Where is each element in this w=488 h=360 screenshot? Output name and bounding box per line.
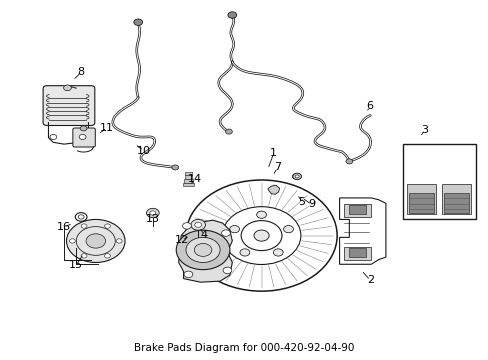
Polygon shape	[178, 220, 232, 282]
Circle shape	[185, 237, 220, 262]
Circle shape	[81, 224, 87, 228]
Circle shape	[171, 165, 178, 170]
Circle shape	[345, 159, 352, 164]
Bar	[344, 204, 370, 217]
Text: 13: 13	[146, 214, 160, 224]
Circle shape	[194, 243, 211, 256]
Circle shape	[256, 211, 266, 219]
Circle shape	[66, 220, 125, 262]
Circle shape	[50, 134, 57, 139]
Bar	[402, 144, 475, 220]
Bar	[444, 193, 468, 213]
Text: 11: 11	[100, 123, 114, 133]
Circle shape	[223, 267, 231, 274]
Circle shape	[273, 249, 283, 256]
Text: 1: 1	[270, 148, 277, 158]
Circle shape	[283, 225, 293, 233]
Bar	[408, 193, 433, 213]
Circle shape	[253, 230, 268, 241]
Circle shape	[63, 85, 71, 91]
Circle shape	[221, 230, 230, 236]
Circle shape	[104, 224, 110, 228]
Circle shape	[194, 222, 201, 227]
Circle shape	[292, 174, 299, 179]
Text: 5: 5	[298, 197, 305, 207]
Text: 8: 8	[78, 67, 84, 77]
Polygon shape	[267, 185, 279, 194]
Text: 12: 12	[175, 235, 189, 245]
Bar	[348, 205, 366, 214]
Circle shape	[134, 19, 142, 26]
Bar	[406, 184, 435, 214]
Text: 15: 15	[69, 260, 83, 270]
Circle shape	[292, 173, 301, 180]
Circle shape	[150, 211, 156, 215]
Text: 10: 10	[136, 145, 150, 156]
Bar	[184, 175, 192, 179]
FancyBboxPatch shape	[73, 128, 95, 147]
Circle shape	[69, 239, 75, 243]
Text: 14: 14	[187, 174, 202, 184]
Text: 6: 6	[366, 102, 372, 112]
Circle shape	[227, 12, 236, 18]
FancyBboxPatch shape	[43, 86, 95, 126]
Text: 9: 9	[307, 199, 315, 210]
Circle shape	[190, 220, 205, 230]
Circle shape	[182, 223, 191, 229]
Circle shape	[86, 234, 105, 248]
Text: Brake Pads Diagram for 000-420-92-04-90: Brake Pads Diagram for 000-420-92-04-90	[134, 343, 354, 353]
Circle shape	[81, 254, 87, 258]
Bar	[185, 172, 191, 175]
Bar	[348, 248, 366, 257]
Circle shape	[146, 208, 159, 218]
Text: 3: 3	[421, 125, 427, 135]
Circle shape	[116, 239, 122, 243]
Circle shape	[176, 230, 229, 270]
Bar	[183, 183, 193, 186]
Bar	[183, 179, 193, 183]
Circle shape	[80, 126, 87, 131]
Text: 7: 7	[274, 162, 281, 172]
Text: 16: 16	[57, 222, 71, 232]
Circle shape	[104, 254, 110, 258]
Circle shape	[295, 175, 299, 178]
Text: 4: 4	[200, 230, 207, 240]
Bar	[441, 184, 470, 214]
Text: 2: 2	[366, 275, 373, 285]
Circle shape	[225, 129, 232, 134]
Circle shape	[229, 225, 239, 233]
Bar	[344, 247, 370, 260]
Circle shape	[183, 271, 192, 278]
Circle shape	[79, 134, 86, 139]
Circle shape	[240, 249, 249, 256]
